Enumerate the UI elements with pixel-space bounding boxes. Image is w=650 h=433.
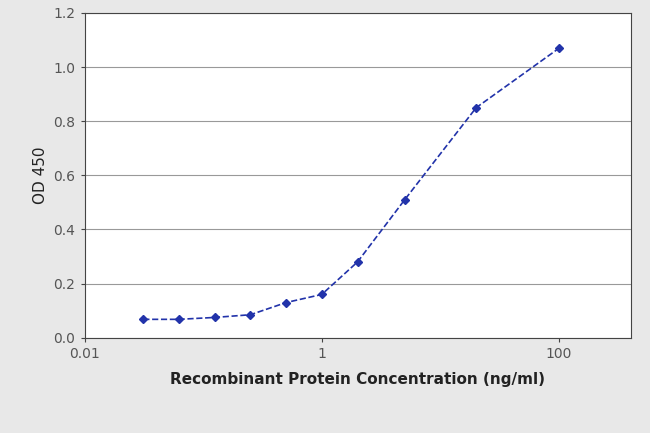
Y-axis label: OD 450: OD 450 bbox=[33, 147, 48, 204]
X-axis label: Recombinant Protein Concentration (ng/ml): Recombinant Protein Concentration (ng/ml… bbox=[170, 372, 545, 387]
